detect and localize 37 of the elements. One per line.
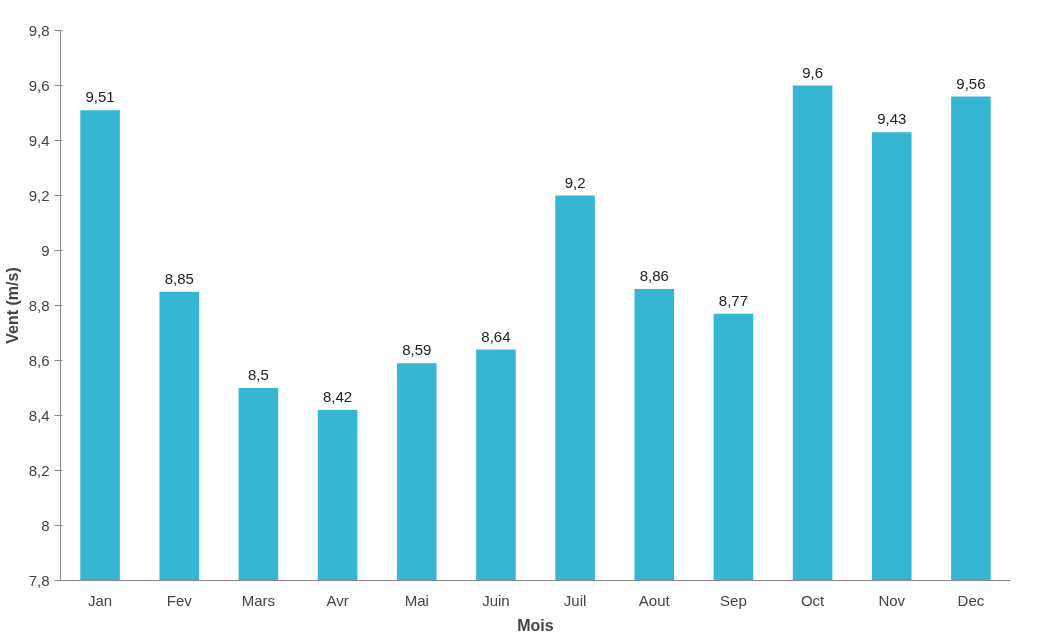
- data-label: 9,51: [85, 88, 115, 106]
- x-axis-title: Mois: [517, 616, 554, 634]
- x-tick-label: Mars: [241, 591, 276, 609]
- y-tick-label: 9,2: [28, 186, 50, 204]
- data-label: 8,86: [639, 267, 669, 284]
- x-tick-label: Oct: [800, 591, 826, 609]
- y-tick-label: 9,8: [28, 21, 50, 39]
- y-tick-label: 8: [41, 516, 50, 534]
- data-label: 8,77: [718, 291, 749, 309]
- data-label: 9,6: [802, 63, 824, 81]
- x-tick-label: Aout: [638, 591, 671, 609]
- x-tick-label: Dec: [957, 591, 985, 609]
- data-label: 8,42: [322, 388, 353, 405]
- data-label: 8,85: [164, 269, 194, 287]
- data-label: 9,2: [564, 173, 586, 191]
- y-tick-label: 8,2: [28, 461, 50, 479]
- data-label: 8,64: [481, 327, 511, 345]
- y-tick-label: 9: [41, 241, 50, 259]
- y-tick-label: 9,6: [28, 76, 50, 94]
- data-label: 8,59: [402, 341, 432, 359]
- x-tick-label: Sep: [720, 591, 747, 609]
- x-tick-label: Juin: [482, 591, 510, 609]
- y-axis-title: Vent (m/s): [3, 267, 21, 344]
- data-label: 9,56: [956, 74, 986, 92]
- y-tick-label: 9,4: [28, 131, 50, 149]
- x-tick-label: Nov: [878, 591, 906, 609]
- x-tick-label: Juil: [563, 591, 587, 609]
- y-tick-label: 8,4: [28, 406, 50, 424]
- y-tick-label: 7,8: [28, 571, 50, 589]
- x-tick-label: Jan: [87, 591, 113, 609]
- y-tick-label: 8,6: [28, 351, 50, 369]
- x-tick-label: Fev: [166, 591, 193, 609]
- x-tick-label: Mai: [404, 591, 429, 609]
- x-tick-label: Avr: [326, 591, 349, 609]
- data-label: 8,5: [247, 366, 269, 383]
- y-tick-label: 8,8: [28, 296, 50, 314]
- data-label: 9,43: [877, 110, 907, 128]
